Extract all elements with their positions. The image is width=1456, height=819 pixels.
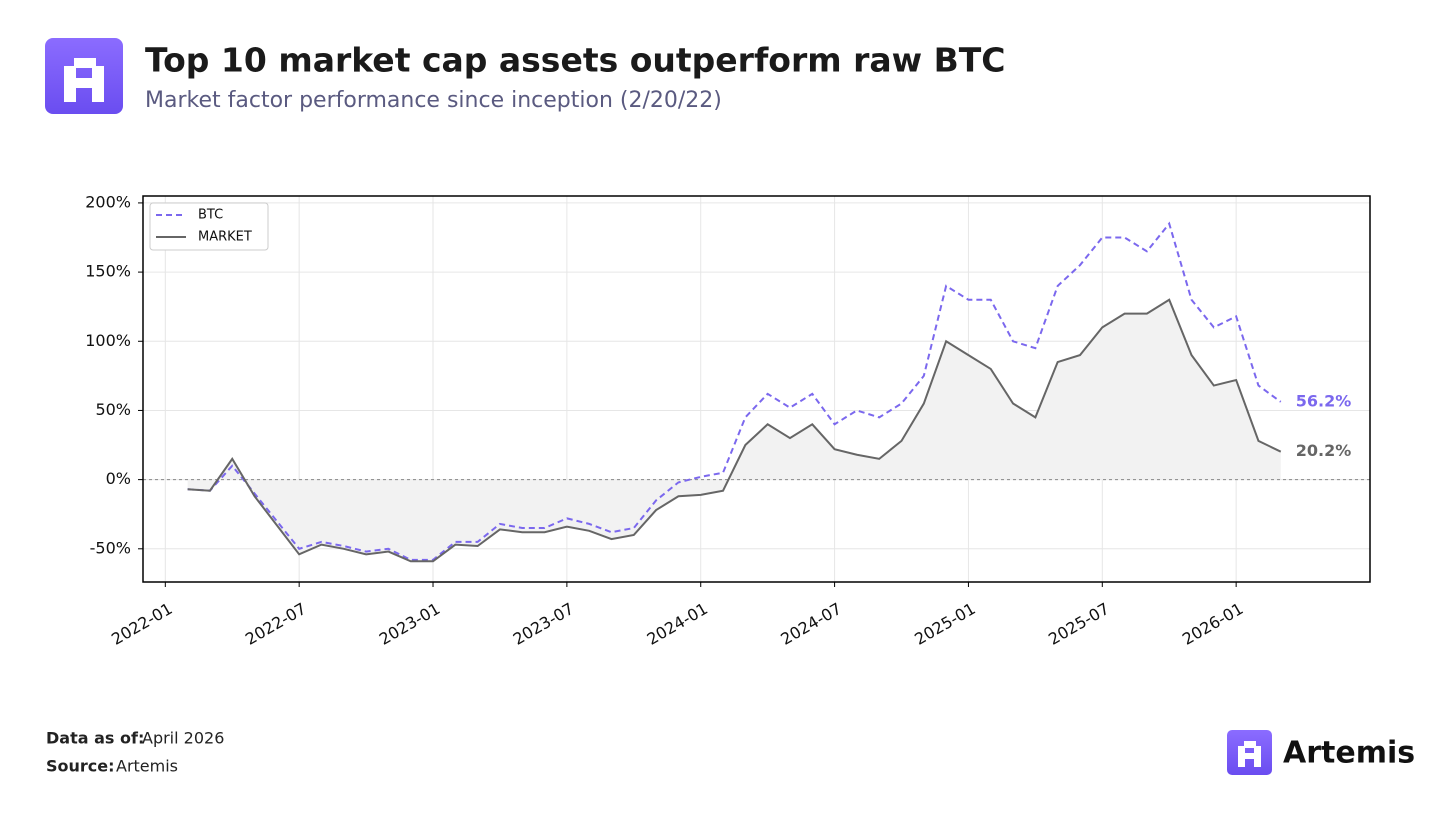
y-tick-label: 150%	[85, 262, 131, 281]
y-tick-label: 50%	[95, 400, 131, 419]
area	[187, 299, 1281, 562]
x-tick-label: 2026-01	[1179, 599, 1246, 649]
x-tick-label: 2024-07	[777, 599, 844, 649]
legend-label: MARKET	[198, 230, 252, 245]
y-tick-label: 0%	[106, 469, 131, 488]
y-tick-label: -50%	[90, 538, 131, 557]
logo	[45, 38, 123, 114]
brand-logo	[1227, 730, 1272, 775]
footer-label: Data as of:	[46, 729, 144, 748]
line	[187, 221, 1282, 561]
chart-title: Top 10 market cap assets outperform raw …	[145, 41, 1006, 80]
x-tick-label: 2023-07	[510, 599, 577, 649]
plot-frame	[142, 195, 1371, 583]
line	[187, 298, 1282, 563]
y-tick-label: 100%	[85, 331, 131, 350]
brand-name: Artemis	[1283, 736, 1415, 771]
x-tick-label: 2025-01	[911, 599, 978, 649]
x-tick-label: 2025-07	[1045, 599, 1112, 649]
y-tick-label: 200%	[85, 192, 131, 211]
footer-value: April 2026	[142, 729, 224, 748]
x-tick-label: 2022-07	[242, 599, 309, 649]
x-tick-label: 2024-01	[644, 599, 711, 649]
legend-label: BTC	[198, 208, 223, 223]
legend: BTC MARKET	[149, 202, 269, 251]
value-label: 56.2%	[1296, 391, 1352, 410]
chart-subtitle: Market factor performance since inceptio…	[145, 88, 722, 113]
value-label: 20.2%	[1296, 441, 1352, 460]
footer-label: Source:	[46, 757, 115, 776]
footer-value: Artemis	[116, 757, 178, 776]
x-tick-label: 2023-01	[376, 599, 443, 649]
x-tick-label: 2022-01	[108, 599, 175, 649]
